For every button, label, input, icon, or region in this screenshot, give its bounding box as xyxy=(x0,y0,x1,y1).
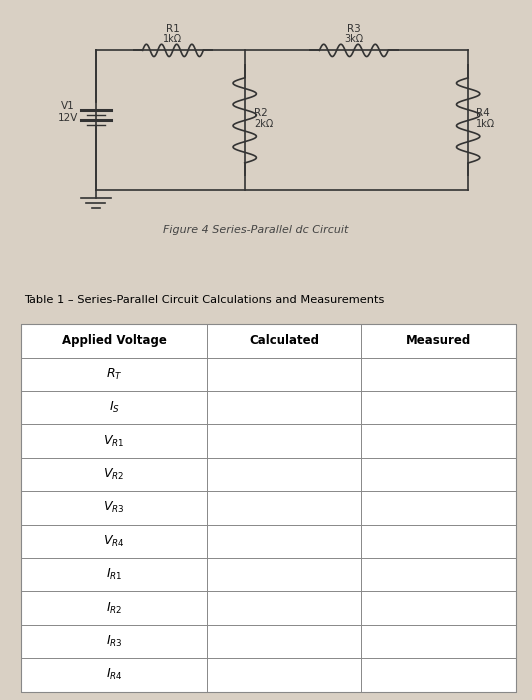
Text: Measured: Measured xyxy=(406,335,471,347)
Text: $I_{R2}$: $I_{R2}$ xyxy=(106,601,122,615)
Text: V1: V1 xyxy=(61,101,75,111)
Text: $I_{R1}$: $I_{R1}$ xyxy=(106,567,122,582)
Text: Figure 4 Series-Parallel dc Circuit: Figure 4 Series-Parallel dc Circuit xyxy=(163,225,348,235)
Text: $V_{R3}$: $V_{R3}$ xyxy=(103,500,125,515)
FancyBboxPatch shape xyxy=(21,324,516,692)
Text: R3: R3 xyxy=(347,25,361,34)
Text: 12V: 12V xyxy=(58,113,78,122)
Text: Applied Voltage: Applied Voltage xyxy=(62,335,167,347)
Text: R2: R2 xyxy=(254,108,268,118)
Text: 3kΩ: 3kΩ xyxy=(344,34,363,44)
Text: $I_{R3}$: $I_{R3}$ xyxy=(106,634,122,649)
Text: $R_T$: $R_T$ xyxy=(106,367,122,382)
Text: R4: R4 xyxy=(476,108,490,118)
Text: 1kΩ: 1kΩ xyxy=(163,34,182,44)
Text: $I_S$: $I_S$ xyxy=(109,400,120,415)
Text: $V_{R4}$: $V_{R4}$ xyxy=(103,533,125,549)
Text: Calculated: Calculated xyxy=(249,335,319,347)
Text: $I_{R4}$: $I_{R4}$ xyxy=(106,667,122,682)
Text: $V_{R1}$: $V_{R1}$ xyxy=(103,433,124,449)
Text: 2kΩ: 2kΩ xyxy=(254,119,273,129)
Text: 1kΩ: 1kΩ xyxy=(476,119,495,129)
Text: Table 1 – Series-Parallel Circuit Calculations and Measurements: Table 1 – Series-Parallel Circuit Calcul… xyxy=(24,295,384,304)
Text: R1: R1 xyxy=(166,25,180,34)
Text: $V_{R2}$: $V_{R2}$ xyxy=(103,467,124,482)
